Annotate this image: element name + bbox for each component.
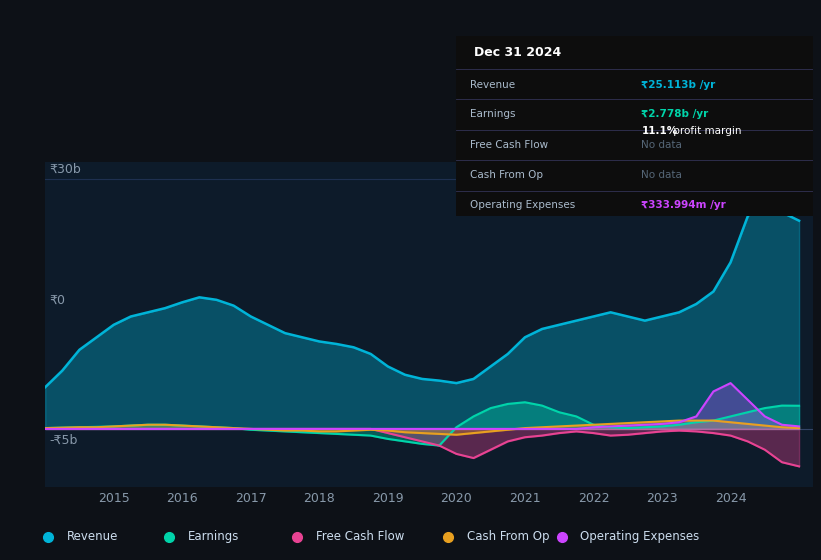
Text: Revenue: Revenue — [470, 80, 515, 90]
Text: Revenue: Revenue — [67, 530, 118, 543]
Text: Earnings: Earnings — [188, 530, 239, 543]
Text: ₹2.778b /yr: ₹2.778b /yr — [641, 109, 709, 119]
Text: Free Cash Flow: Free Cash Flow — [470, 140, 548, 150]
Text: Operating Expenses: Operating Expenses — [580, 530, 699, 543]
Text: Operating Expenses: Operating Expenses — [470, 200, 576, 210]
Text: ₹30b: ₹30b — [49, 162, 80, 175]
Text: Cash From Op: Cash From Op — [470, 170, 543, 180]
Text: Cash From Op: Cash From Op — [467, 530, 549, 543]
Text: 11.1%: 11.1% — [641, 127, 677, 137]
Text: Earnings: Earnings — [470, 109, 516, 119]
Text: ₹333.994m /yr: ₹333.994m /yr — [641, 200, 726, 210]
Text: profit margin: profit margin — [670, 127, 741, 137]
Text: -₹5b: -₹5b — [49, 433, 77, 447]
Text: ₹25.113b /yr: ₹25.113b /yr — [641, 80, 716, 90]
Text: No data: No data — [641, 140, 682, 150]
Text: Dec 31 2024: Dec 31 2024 — [474, 46, 561, 59]
Text: Free Cash Flow: Free Cash Flow — [316, 530, 405, 543]
Text: No data: No data — [641, 170, 682, 180]
Text: ₹0: ₹0 — [49, 294, 65, 307]
